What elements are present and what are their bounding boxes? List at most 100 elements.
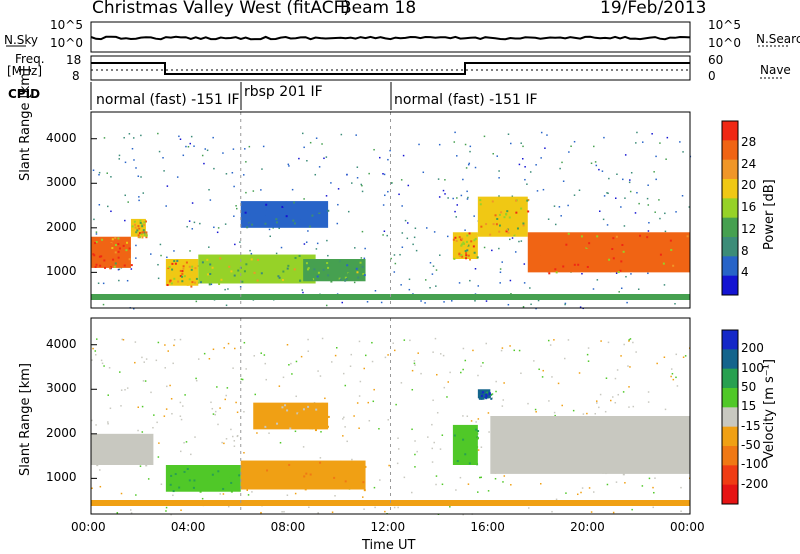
scatter-point xyxy=(622,178,624,181)
scatter-point xyxy=(624,197,626,199)
nave-tick-top: 60 xyxy=(708,53,724,67)
scatter-point xyxy=(538,368,540,371)
scatter-point xyxy=(224,398,226,401)
scatter-point xyxy=(165,205,167,207)
scatter-point xyxy=(594,161,597,163)
data-speckle xyxy=(172,490,175,493)
scatter-point xyxy=(620,355,622,357)
data-speckle xyxy=(499,224,502,227)
scatter-point xyxy=(131,147,134,150)
data-speckle xyxy=(330,280,333,283)
data-speckle xyxy=(123,264,126,267)
scatter-point xyxy=(135,167,137,169)
scatter-point xyxy=(138,199,140,202)
scatter-point xyxy=(286,494,289,496)
data-speckle xyxy=(313,271,316,274)
scatter-point xyxy=(652,486,654,489)
colorbar-tick-label: 15 xyxy=(741,399,757,414)
data-speckle xyxy=(339,266,342,269)
scatter-point xyxy=(314,173,317,176)
scatter-point xyxy=(518,240,520,243)
data-speckle xyxy=(181,275,184,278)
data-speckle xyxy=(507,417,510,420)
data-speckle xyxy=(318,211,321,214)
scatter-point xyxy=(439,254,441,256)
data-speckle xyxy=(209,263,212,266)
scatter-point xyxy=(592,491,595,493)
data-speckle xyxy=(179,269,182,272)
cpid-segment: rbsp 201 IF xyxy=(244,84,323,100)
data-speckle xyxy=(100,262,103,265)
nsky-series xyxy=(90,35,691,41)
scatter-point xyxy=(182,154,185,157)
data-speckle xyxy=(327,274,330,277)
data-speckle xyxy=(309,473,312,476)
scatter-point xyxy=(594,412,597,415)
data-speckle xyxy=(109,267,112,270)
scatter-point xyxy=(173,250,175,252)
scatter-point xyxy=(436,373,438,376)
data-speckle xyxy=(117,250,120,253)
scatter-point xyxy=(116,512,119,514)
data-speckle xyxy=(531,426,534,429)
scatter-point xyxy=(629,179,631,181)
data-speckle xyxy=(314,429,317,432)
scatter-point xyxy=(454,210,456,213)
scatter-point xyxy=(92,169,95,172)
scatter-point xyxy=(342,435,344,437)
data-speckle xyxy=(533,446,536,449)
data-speckle xyxy=(617,271,620,274)
scatter-point xyxy=(474,166,477,169)
data-speckle xyxy=(117,243,120,246)
data-speckle xyxy=(495,223,498,226)
data-speckle xyxy=(291,203,294,206)
data-speckle xyxy=(123,447,126,450)
scatter-point xyxy=(226,387,229,389)
data-speckle xyxy=(326,425,329,428)
data-speckle xyxy=(101,238,104,241)
scatter-point xyxy=(684,355,687,357)
xtick-label: 04:00 xyxy=(170,520,206,534)
data-speckle xyxy=(327,266,330,269)
scatter-point xyxy=(408,278,411,281)
scatter-point xyxy=(420,372,422,375)
scatter-point xyxy=(393,254,396,256)
data-speckle xyxy=(190,268,193,271)
scatter-point xyxy=(283,510,285,513)
scatter-point xyxy=(612,511,615,514)
scatter-point xyxy=(671,372,674,375)
scatter-point xyxy=(479,476,481,479)
data-speckle xyxy=(476,432,479,435)
data-speckle xyxy=(462,241,465,244)
scatter-point xyxy=(330,182,332,184)
scatter-point xyxy=(579,306,582,308)
scatter-point xyxy=(318,166,321,168)
scatter-point xyxy=(578,372,581,374)
data-speckle xyxy=(479,395,482,398)
power-ylabel: Slant Range [km] xyxy=(18,68,33,181)
scatter-point xyxy=(653,491,655,494)
data-speckle xyxy=(93,254,96,257)
scatter-point xyxy=(141,431,144,433)
data-speckle xyxy=(229,477,232,480)
data-speckle xyxy=(169,277,172,280)
data-speckle xyxy=(498,213,501,216)
scatter-point xyxy=(435,269,438,271)
data-speckle xyxy=(168,466,171,469)
scatter-point xyxy=(628,406,630,408)
scatter-point xyxy=(542,188,545,191)
data-speckle xyxy=(458,240,461,243)
data-feature xyxy=(477,196,528,237)
data-speckle xyxy=(286,409,289,412)
data-speckle xyxy=(462,443,465,446)
data-speckle xyxy=(129,441,132,444)
data-speckle xyxy=(173,260,176,263)
data-speckle xyxy=(174,262,177,265)
scatter-point xyxy=(630,171,633,174)
data-speckle xyxy=(117,445,120,448)
data-speckle xyxy=(140,458,143,461)
scatter-point xyxy=(606,192,608,194)
scatter-point xyxy=(164,367,166,369)
scatter-point xyxy=(117,268,120,271)
data-speckle xyxy=(580,235,583,238)
